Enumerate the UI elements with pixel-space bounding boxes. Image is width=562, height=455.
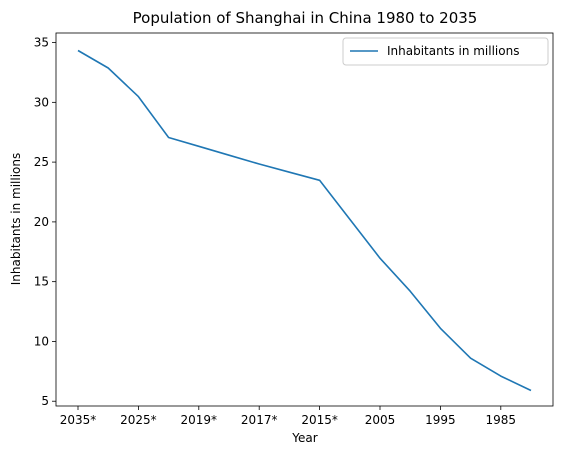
y-tick-label: 30	[34, 95, 49, 109]
x-tick-label: 2035*	[60, 413, 97, 427]
x-tick-label: 1985	[486, 413, 517, 427]
series-line	[77, 49, 532, 392]
y-tick-label: 25	[34, 155, 49, 169]
x-axis-label: Year	[291, 431, 317, 445]
y-tick-label: 10	[34, 334, 49, 348]
y-axis: 5 10 15 20 25 30 35	[34, 36, 56, 408]
x-tick-label: 2017*	[241, 413, 278, 427]
legend: Inhabitants in millions	[342, 37, 549, 66]
chart-title: Population of Shanghai in China 1980 to …	[133, 9, 478, 27]
legend-box	[342, 37, 549, 66]
legend-label: Inhabitants in millions	[387, 44, 519, 58]
plot-area	[55, 32, 554, 407]
x-tick-label: 2019*	[181, 413, 218, 427]
y-tick-label: 5	[41, 394, 49, 408]
x-tick-label: 2005	[365, 413, 396, 427]
x-tick-label: 1995	[425, 413, 456, 427]
y-axis-label: Inhabitants in millions	[9, 153, 23, 285]
x-tick-label: 2015*	[301, 413, 338, 427]
y-tick-label: 20	[34, 215, 49, 229]
x-axis: 2035* 2025* 2019* 2017* 2015* 2005 1995 1985	[60, 406, 516, 427]
series-layer	[77, 49, 532, 392]
y-tick-label: 35	[34, 36, 49, 50]
x-tick-label: 2025*	[120, 413, 157, 427]
y-tick-label: 15	[34, 275, 49, 289]
